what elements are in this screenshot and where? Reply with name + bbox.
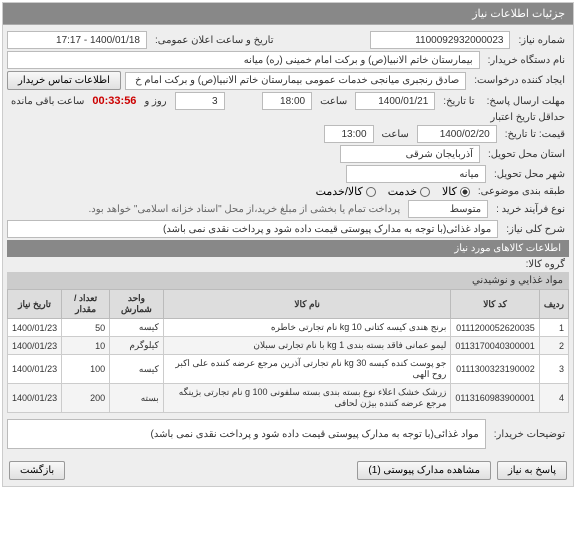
announce-field: 1400/01/18 - 17:17 (7, 31, 147, 49)
pack-radio-group: کالا خدمت کالا/خدمت (316, 185, 470, 198)
radio-both[interactable]: کالا/خدمت (316, 185, 376, 198)
th-name: نام کالا (163, 290, 451, 319)
th-row: ردیف (539, 290, 568, 319)
creator-label: ایجاد کننده درخواست: (470, 75, 569, 86)
need-number-label: شماره نیاز: (514, 35, 569, 46)
buyer-notes-field: مواد غذائی(با توجه به مدارک پیوستی قیمت … (7, 419, 486, 449)
table-cell: 1400/01/23 (8, 319, 62, 337)
buyer-notes-label: توضیحات خریدار: (490, 429, 569, 440)
city-label: شهر محل تحویل: (490, 169, 569, 180)
table-cell: 200 (62, 384, 110, 413)
deadline-time-label: ساعت (316, 96, 351, 107)
table-row: 30111300323190002جو پوست کنده کیسه 30 kg… (8, 355, 569, 384)
radio-service[interactable]: خدمت (388, 185, 430, 198)
province-field: آذربایجان شرقی (340, 145, 480, 163)
valid-time-field: 13:00 (324, 125, 374, 143)
panel-title: جزئیات اطلاعات نیاز (3, 3, 573, 25)
th-date: تاریخ نیاز (8, 290, 62, 319)
need-desc-label: شرح کلی نیاز: (502, 224, 569, 235)
table-cell: کیلوگرم (110, 337, 164, 355)
table-cell: کیسه (110, 355, 164, 384)
table-cell: 50 (62, 319, 110, 337)
table-cell: 1400/01/23 (8, 384, 62, 413)
table-row: 40113160983900001زرشک خشک اعلاء نوع بسته… (8, 384, 569, 413)
min-valid-label: حداقل تاریخ اعتبار (486, 112, 569, 123)
th-code: کد کالا (451, 290, 539, 319)
table-cell: 4 (539, 384, 568, 413)
radio-dot-icon (460, 187, 470, 197)
radio-goods-label: کالا (442, 185, 457, 198)
table-cell: 3 (539, 355, 568, 384)
deadline-time-field: 18:00 (262, 92, 312, 110)
table-cell: 1400/01/23 (8, 355, 62, 384)
province-label: استان محل تحویل: (484, 149, 569, 160)
process-label: نوع فرآیند خرید : (492, 204, 569, 215)
table-cell: 1400/01/23 (8, 337, 62, 355)
table-cell: 10 (62, 337, 110, 355)
valid-date-field: 1400/02/20 (417, 125, 497, 143)
group-label: گروه کالا: (522, 259, 569, 270)
table-cell: زرشک خشک اعلاء نوع بسته بندی بسته سلفونی… (163, 384, 451, 413)
table-cell: کیسه (110, 319, 164, 337)
th-unit: واحد شمارش (110, 290, 164, 319)
to-date-label: تا تاریخ: (439, 96, 478, 107)
table-cell: 0113170040300001 (451, 337, 539, 355)
table-cell: 0111200052620035 (451, 319, 539, 337)
radio-dot-icon (420, 187, 430, 197)
table-cell: برنج هندی کیسه کتانی 10 kg نام تجارتی خا… (163, 319, 451, 337)
radio-goods[interactable]: کالا (442, 185, 470, 198)
items-section-title: اطلاعات کالاهای مورد نیاز (7, 240, 569, 257)
countdown-timer: 00:33:56 (92, 95, 136, 107)
table-row: 10111200052620035برنج هندی کیسه کتانی 10… (8, 319, 569, 337)
table-cell: بسته (110, 384, 164, 413)
deadline-date-field: 1400/01/21 (355, 92, 435, 110)
creator-field: صادق رنجبری میانجی خدمات عمومی بیمارستان… (125, 72, 466, 90)
table-header-row: ردیف کد کالا نام کالا واحد شمارش تعداد /… (8, 290, 569, 319)
table-cell: 100 (62, 355, 110, 384)
items-table: ردیف کد کالا نام کالا واحد شمارش تعداد /… (7, 289, 569, 413)
need-number-field: 1100092932000023 (370, 31, 510, 49)
buyer-org-label: نام دستگاه خریدار: (484, 55, 569, 66)
process-field: متوسط (408, 200, 488, 218)
radio-service-label: خدمت (388, 185, 417, 198)
attachments-button[interactable]: مشاهده مدارک پیوستی (1) (357, 461, 491, 480)
table-cell: 1 (539, 319, 568, 337)
deadline-label: مهلت ارسال پاسخ: (483, 96, 569, 107)
need-desc-field: مواد غذائی(با توجه به مدارک پیوستی قیمت … (7, 220, 498, 238)
group-value: مواد غذايي و نوشيدني (7, 272, 569, 289)
table-cell: 2 (539, 337, 568, 355)
days-field: 3 (175, 92, 225, 110)
footer-buttons: پاسخ به نیاز مشاهده مدارک پیوستی (1) باز… (3, 455, 573, 486)
city-field: میانه (346, 165, 486, 183)
days-label: روز و (140, 96, 170, 107)
table-cell: 0111300323190002 (451, 355, 539, 384)
panel-body: شماره نیاز: 1100092932000023 تاریخ و ساع… (3, 25, 573, 455)
buyer-org-field: بیمارستان خاتم الانبیا(ص) و برکت امام خم… (7, 51, 480, 69)
pack-label: طبقه بندی موضوعی: (474, 186, 569, 197)
remain-label: ساعت باقی مانده (7, 96, 88, 107)
valid-time-label: ساعت (378, 129, 413, 140)
main-panel: جزئیات اطلاعات نیاز شماره نیاز: 11000929… (2, 2, 574, 487)
th-qty: تعداد / مقدار (62, 290, 110, 319)
table-cell: 0113160983900001 (451, 384, 539, 413)
table-row: 20113170040300001لیمو عمانی فاقد بسته بن… (8, 337, 569, 355)
table-cell: جو پوست کنده کیسه 30 kg نام تجارتی آذرین… (163, 355, 451, 384)
table-cell: لیمو عمانی فاقد بسته بندی 1 kg با نام تج… (163, 337, 451, 355)
respond-button[interactable]: پاسخ به نیاز (497, 461, 567, 480)
radio-both-label: کالا/خدمت (316, 185, 363, 198)
price-to-label: قیمت: تا تاریخ: (501, 129, 569, 140)
radio-dot-icon (366, 187, 376, 197)
process-note: پرداخت تمام یا بخشی از مبلغ خرید،از محل … (85, 204, 405, 215)
announce-label: تاریخ و ساعت اعلان عمومی: (151, 35, 278, 46)
return-button[interactable]: بازگشت (9, 461, 65, 480)
contact-button[interactable]: اطلاعات تماس خریدار (7, 71, 121, 90)
